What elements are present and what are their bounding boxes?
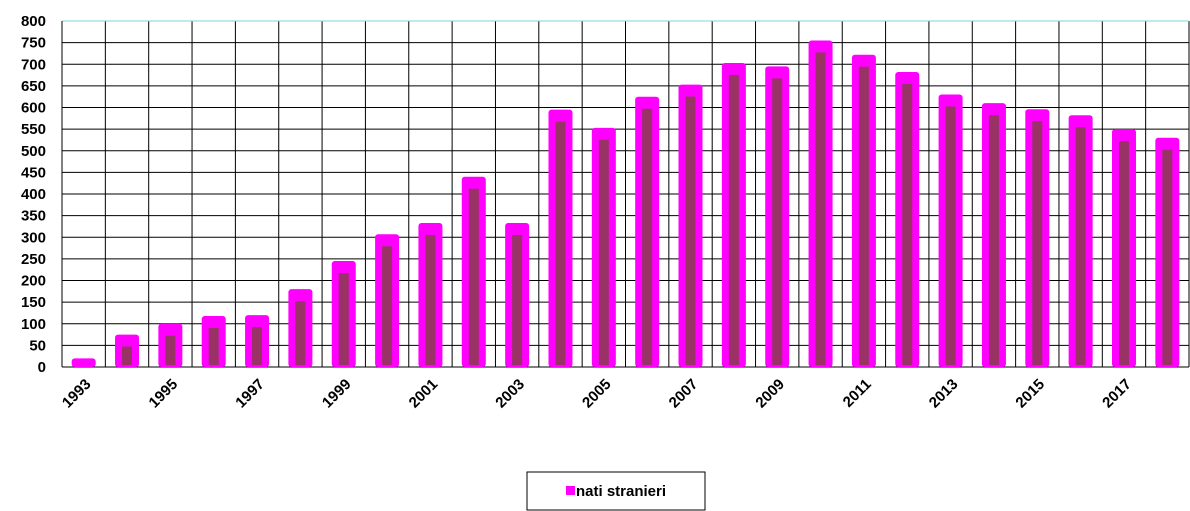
- y-tick-label: 600: [21, 100, 46, 117]
- y-tick-label: 800: [21, 13, 46, 30]
- y-tick-label: 300: [21, 229, 46, 246]
- x-tick-label: 1995: [146, 376, 182, 412]
- x-tick-label: 1999: [319, 376, 355, 412]
- y-tick-label: 550: [21, 121, 46, 138]
- bar-shade: [1118, 141, 1129, 365]
- bar-shade: [208, 327, 219, 365]
- y-tick-label: 200: [21, 273, 46, 290]
- y-tick-label: 150: [21, 294, 46, 311]
- y-tick-label: 500: [21, 143, 46, 160]
- bar-shade: [902, 84, 913, 365]
- bar-shade: [685, 96, 696, 365]
- bar-shade: [728, 74, 739, 365]
- y-tick-label: 400: [21, 186, 46, 203]
- bar-shade: [988, 115, 999, 365]
- x-tick-label: 1993: [59, 376, 95, 412]
- x-tick-label: 2001: [406, 376, 442, 412]
- legend-label: nati stranieri: [576, 483, 666, 500]
- bar-shade: [815, 52, 826, 366]
- bar-shade: [1032, 121, 1043, 365]
- y-tick-label: 0: [38, 359, 46, 376]
- y-tick-label: 50: [29, 337, 46, 354]
- bar-shade: [338, 273, 349, 365]
- x-tick-label: 2017: [1099, 376, 1135, 412]
- legend-swatch: [566, 486, 575, 495]
- bar-shade: [468, 188, 479, 365]
- x-tick-label: 2009: [752, 376, 788, 412]
- x-tick-label: 2015: [1012, 376, 1048, 412]
- x-tick-label: 2003: [492, 376, 528, 412]
- bar-shade: [382, 246, 393, 365]
- y-tick-label: 250: [21, 251, 46, 268]
- bar-shade: [642, 108, 653, 365]
- bar-shade: [295, 301, 306, 365]
- bar-shade: [945, 106, 956, 366]
- bar-shade: [425, 234, 436, 365]
- bar-shade: [555, 121, 566, 365]
- y-tick-label: 700: [21, 56, 46, 73]
- x-tick-label: 2013: [926, 376, 962, 412]
- y-tick-label: 100: [21, 316, 46, 333]
- x-tick-label: 2011: [840, 376, 875, 411]
- bar: [71, 358, 96, 367]
- y-tick-label: 650: [21, 78, 46, 95]
- bar-shade: [165, 335, 176, 365]
- bar-shade: [772, 78, 783, 365]
- bar-shade: [858, 66, 869, 366]
- bar-shade: [252, 327, 263, 365]
- x-tick-label: 2005: [579, 376, 615, 412]
- y-tick-label: 350: [21, 208, 46, 225]
- y-tick-label: 750: [21, 35, 46, 52]
- x-tick-label: 1997: [232, 376, 268, 412]
- bar-shade: [598, 139, 609, 365]
- bar-shade: [512, 234, 523, 365]
- bar-shade: [1162, 149, 1173, 365]
- bar-shade: [1075, 127, 1086, 365]
- x-tick-label: 2007: [666, 376, 702, 412]
- legend-box: [526, 471, 706, 511]
- bar-shade: [122, 346, 133, 365]
- y-tick-label: 450: [21, 164, 46, 181]
